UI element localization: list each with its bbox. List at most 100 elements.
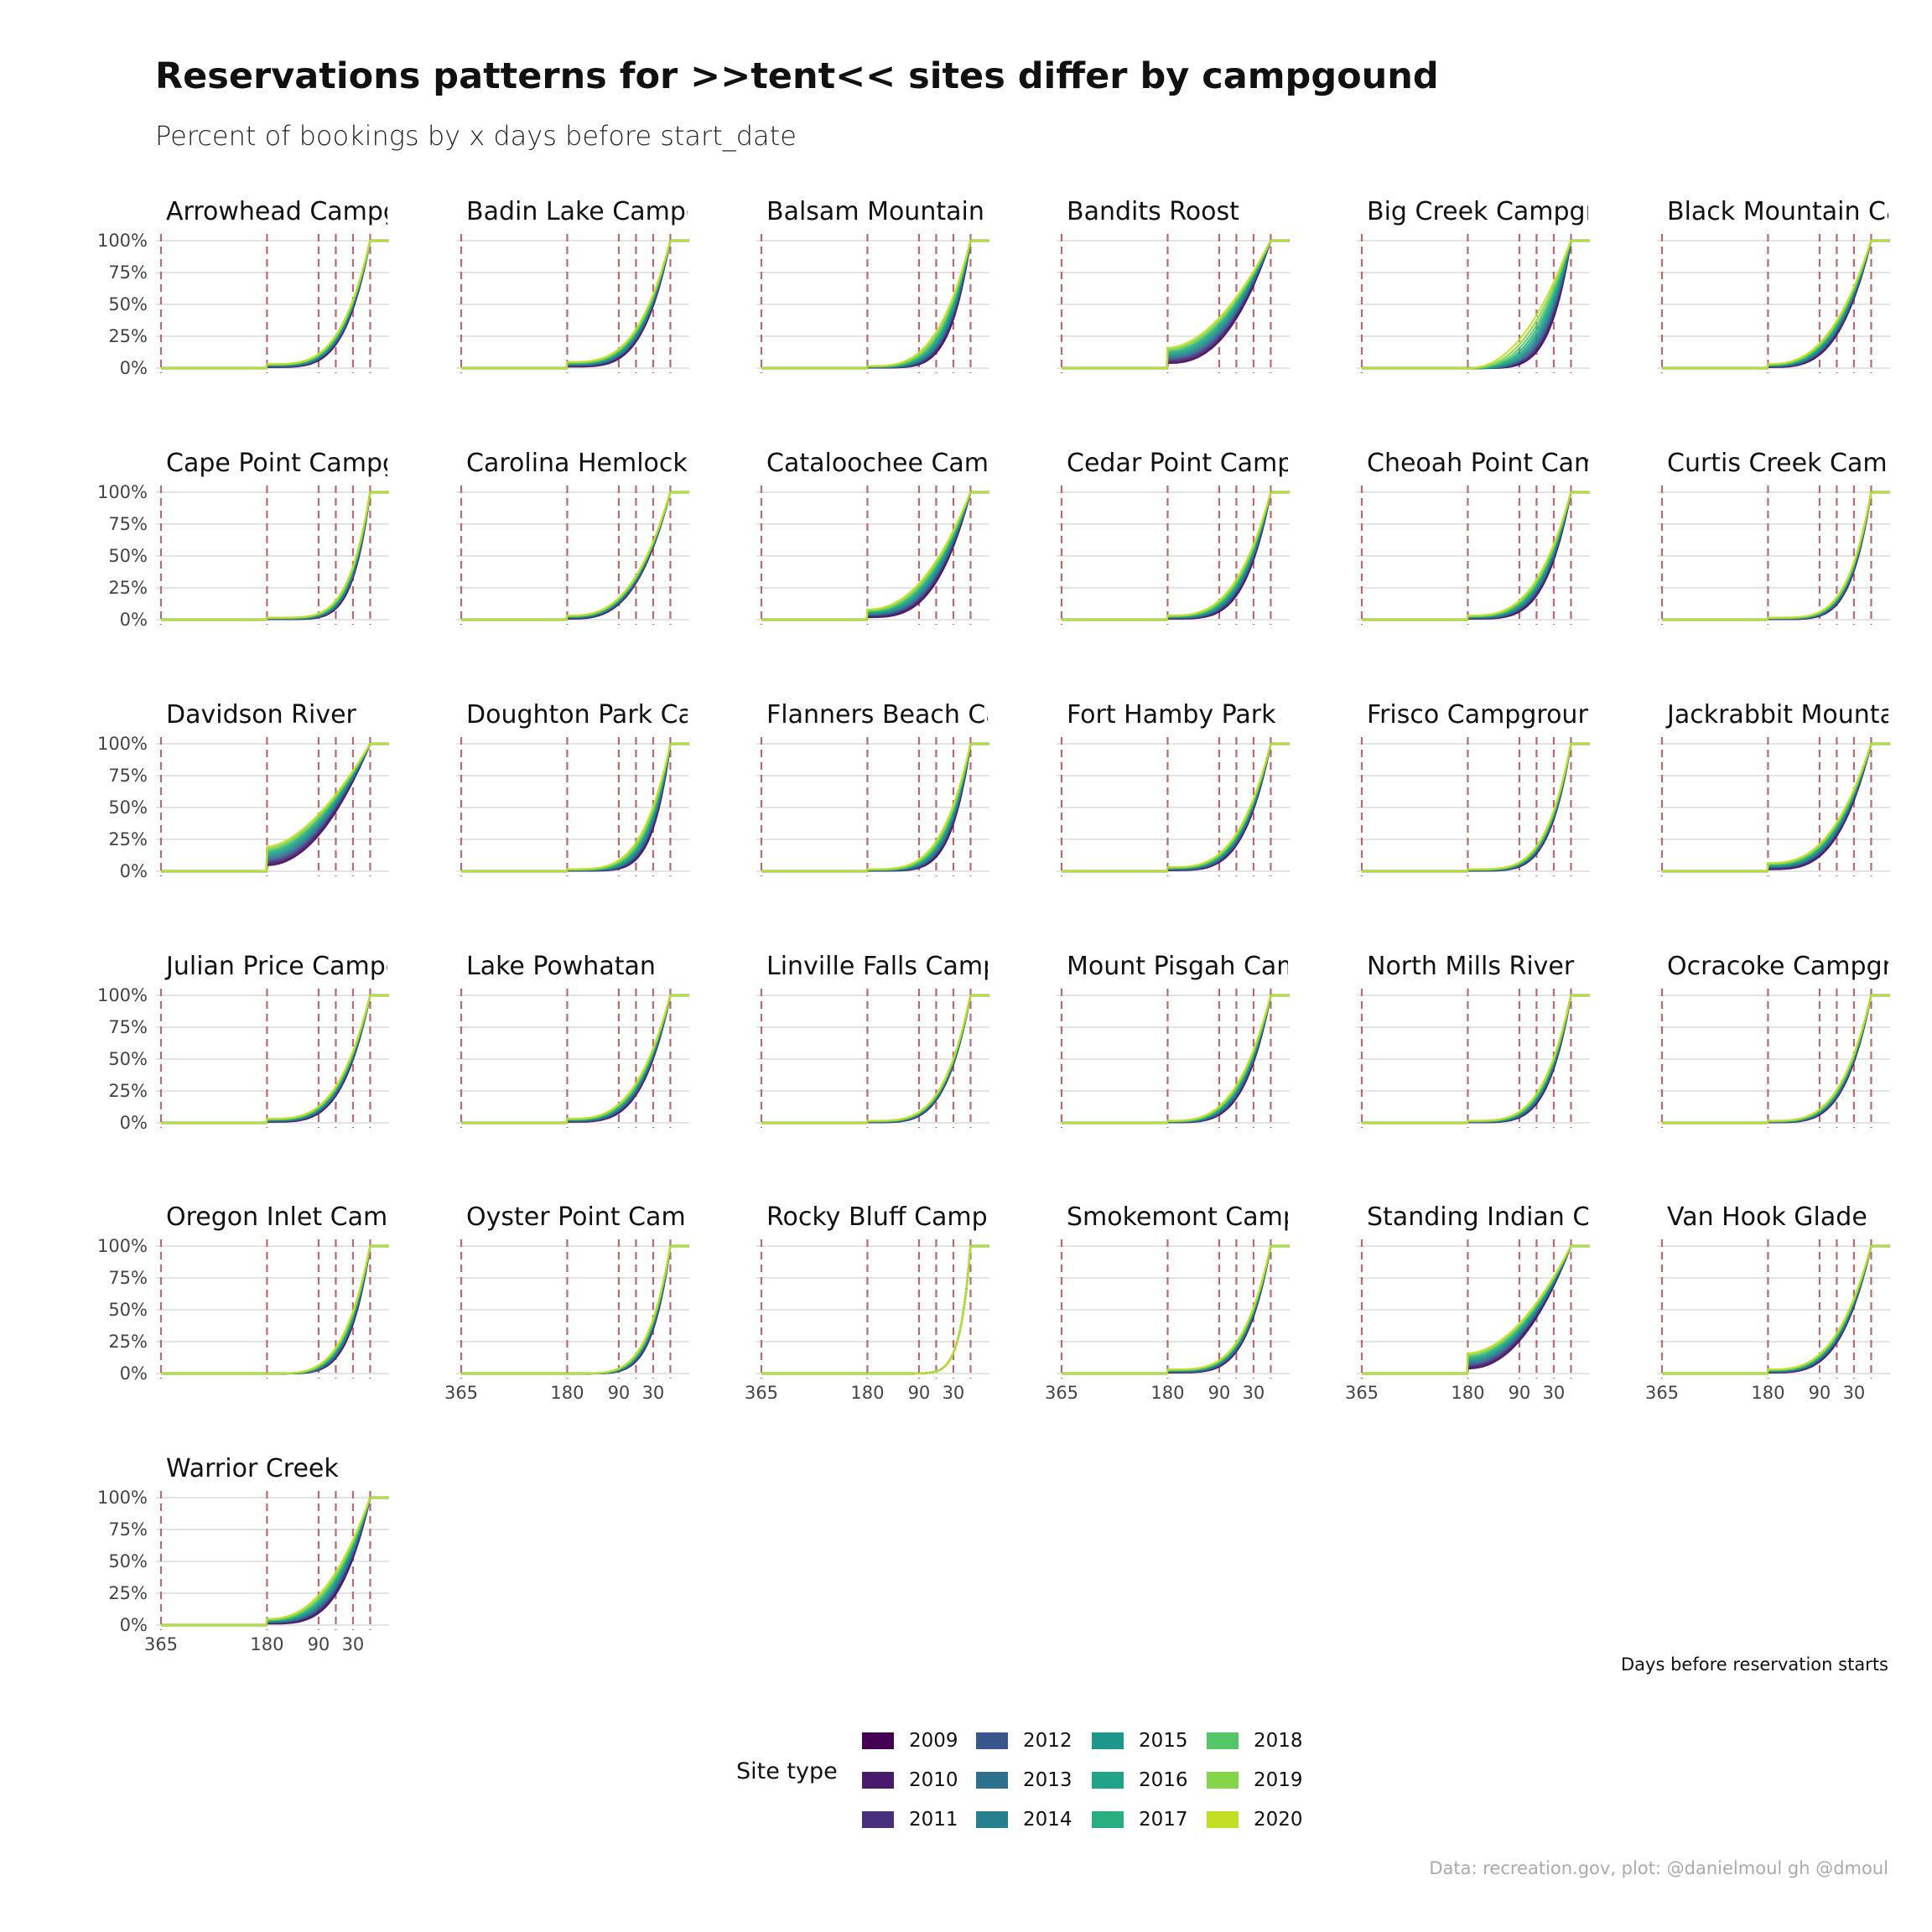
x-tick-label: 365 bbox=[1645, 1383, 1679, 1403]
series-line-2020 bbox=[461, 491, 689, 621]
facet-title: Standing Indian Campground bbox=[1367, 1202, 1735, 1232]
facet-panel: Oyster Point Campground 365 180 90 30 bbox=[444, 1202, 689, 1403]
facet-panel: Bandits Roost bbox=[1057, 197, 1290, 373]
legend-title: Site type bbox=[736, 1758, 838, 1784]
facet-title: Frisco Campground bbox=[1367, 700, 1610, 730]
legend-swatch bbox=[1207, 1772, 1239, 1789]
series-line-2020 bbox=[1062, 491, 1290, 621]
facet-panel: Carolina Hemlocks bbox=[456, 449, 689, 625]
x-tick-label: 365 bbox=[1345, 1383, 1379, 1403]
y-tick-label: 25% bbox=[108, 1081, 148, 1101]
series-line-2020 bbox=[461, 994, 689, 1124]
y-tick-label: 75% bbox=[108, 1268, 148, 1288]
y-tick-label: 25% bbox=[108, 578, 148, 598]
facet-title: Warrior Creek bbox=[166, 1454, 339, 1483]
facet-title: Fort Hamby Park bbox=[1067, 700, 1276, 730]
y-tick-label: 0% bbox=[120, 358, 148, 378]
x-tick-label: 180 bbox=[850, 1383, 884, 1403]
facet-title: Doughton Park Campground bbox=[466, 700, 823, 730]
facet-title: Van Hook Glade bbox=[1667, 1202, 1867, 1232]
chart-subtitle: Percent of bookings by x days before sta… bbox=[155, 120, 797, 152]
y-tick-label: 50% bbox=[108, 1049, 148, 1069]
series-line-2020 bbox=[161, 239, 389, 370]
legend-label: 2010 bbox=[909, 1769, 958, 1791]
x-tick-label: 30 bbox=[642, 1383, 665, 1403]
series-line-2020 bbox=[1362, 1244, 1590, 1375]
facet-panel: Mount Pisgah Campground bbox=[1057, 952, 1290, 1128]
facet-panel: Rocky Bluff Campground 365 180 90 30 bbox=[745, 1202, 989, 1403]
y-tick-label: 100% bbox=[97, 1236, 148, 1256]
series-line-2020 bbox=[161, 994, 389, 1124]
facet-panel: Badin Lake Campground bbox=[456, 197, 775, 373]
legend-label: 2013 bbox=[1023, 1769, 1072, 1791]
series-line-2020 bbox=[1662, 742, 1890, 873]
y-tick-label: 75% bbox=[108, 1519, 148, 1540]
legend-label: 2017 bbox=[1139, 1809, 1188, 1831]
x-tick-label: 365 bbox=[745, 1383, 778, 1403]
y-tick-label: 75% bbox=[108, 1017, 148, 1037]
legend-swatch bbox=[976, 1732, 1008, 1749]
series-line-2020 bbox=[1662, 491, 1890, 621]
legend-swatch bbox=[1092, 1732, 1124, 1749]
x-tick-label: 180 bbox=[1150, 1383, 1184, 1403]
facet-title: Lake Powhatan bbox=[466, 952, 656, 981]
y-tick-label: 25% bbox=[108, 1583, 148, 1603]
facet-panel: Jackrabbit Mountain bbox=[1657, 700, 1890, 876]
x-tick-label: 180 bbox=[1751, 1383, 1784, 1403]
facet-title: Cataloochee Campground bbox=[766, 449, 1093, 478]
x-tick-label: 90 bbox=[1509, 1383, 1531, 1403]
x-tick-label: 90 bbox=[608, 1383, 631, 1403]
facet-panel: Doughton Park Campground bbox=[456, 700, 823, 876]
y-tick-label: 50% bbox=[108, 546, 148, 566]
x-tick-label: 30 bbox=[1243, 1383, 1265, 1403]
series-line-2020 bbox=[1662, 239, 1890, 370]
facet-panel: Smokemont Campground 365 180 90 30 bbox=[1045, 1202, 1388, 1403]
y-tick-label: 0% bbox=[120, 1363, 148, 1384]
series-line-2020 bbox=[1362, 491, 1590, 621]
series-line-2020 bbox=[1362, 994, 1590, 1124]
series-line-2020 bbox=[161, 1244, 389, 1375]
x-axis-caption: Days before reservation starts bbox=[1621, 1654, 1888, 1675]
series-line-2020 bbox=[461, 1244, 689, 1375]
facet-title: Badin Lake Campground bbox=[466, 197, 775, 226]
x-tick-label: 365 bbox=[1045, 1383, 1078, 1403]
facet-title: Smokemont Campground bbox=[1067, 1202, 1388, 1232]
facet-panel: Flanners Beach Campground bbox=[756, 700, 1130, 876]
legend-label: 2012 bbox=[1023, 1730, 1072, 1752]
facet-panel: Cape Point Campground 100% 75% 50% 25% 0% bbox=[97, 449, 389, 630]
y-tick-label: 25% bbox=[108, 326, 148, 346]
y-tick-label: 100% bbox=[97, 482, 148, 502]
series-line-2020 bbox=[1662, 994, 1890, 1124]
legend-label: 2020 bbox=[1254, 1809, 1303, 1831]
facet-panel: Balsam Mountain Campground bbox=[756, 197, 1155, 373]
legend-label: 2014 bbox=[1023, 1809, 1072, 1831]
legend-label: 2015 bbox=[1139, 1730, 1188, 1752]
legend-swatch bbox=[1207, 1732, 1239, 1749]
facet-panel: Julian Price Campground 100% 75% 50% 25% 0% bbox=[97, 952, 389, 1133]
facet-title: Black Mountain Campground bbox=[1667, 197, 1932, 226]
facet-panel: Ocracoke Campground bbox=[1657, 952, 1932, 1128]
x-tick-label: 30 bbox=[342, 1634, 365, 1654]
facet-title: North Mills River bbox=[1367, 952, 1575, 981]
facet-panel: Big Creek Campground bbox=[1357, 197, 1659, 373]
series-line-2020 bbox=[1062, 994, 1290, 1124]
facet-panel: Cedar Point Campground bbox=[1057, 449, 1290, 625]
facet-title: Balsam Mountain Campground bbox=[766, 197, 1155, 226]
legend-label: 2011 bbox=[909, 1809, 958, 1831]
legend-label: 2018 bbox=[1254, 1730, 1303, 1752]
facet-title: Ocracoke Campground bbox=[1667, 952, 1932, 981]
facet-panel: Oregon Inlet Campground 100% 75% 50% 25% 0% bbox=[97, 1202, 389, 1384]
series-line-2020 bbox=[1062, 1244, 1290, 1375]
x-tick-label: 30 bbox=[1543, 1383, 1566, 1403]
facet-title: Flanners Beach Campground bbox=[766, 700, 1130, 730]
facet-panel: Lake Powhatan bbox=[456, 952, 689, 1128]
series-line-2020 bbox=[461, 239, 689, 370]
legend-swatch bbox=[862, 1811, 894, 1828]
x-tick-label: 365 bbox=[144, 1634, 178, 1654]
y-tick-label: 25% bbox=[108, 1332, 148, 1352]
legend-swatch bbox=[1092, 1811, 1124, 1828]
series-line-2020 bbox=[761, 239, 989, 370]
facet-title: Big Creek Campground bbox=[1367, 197, 1659, 226]
y-tick-label: 75% bbox=[108, 514, 148, 534]
